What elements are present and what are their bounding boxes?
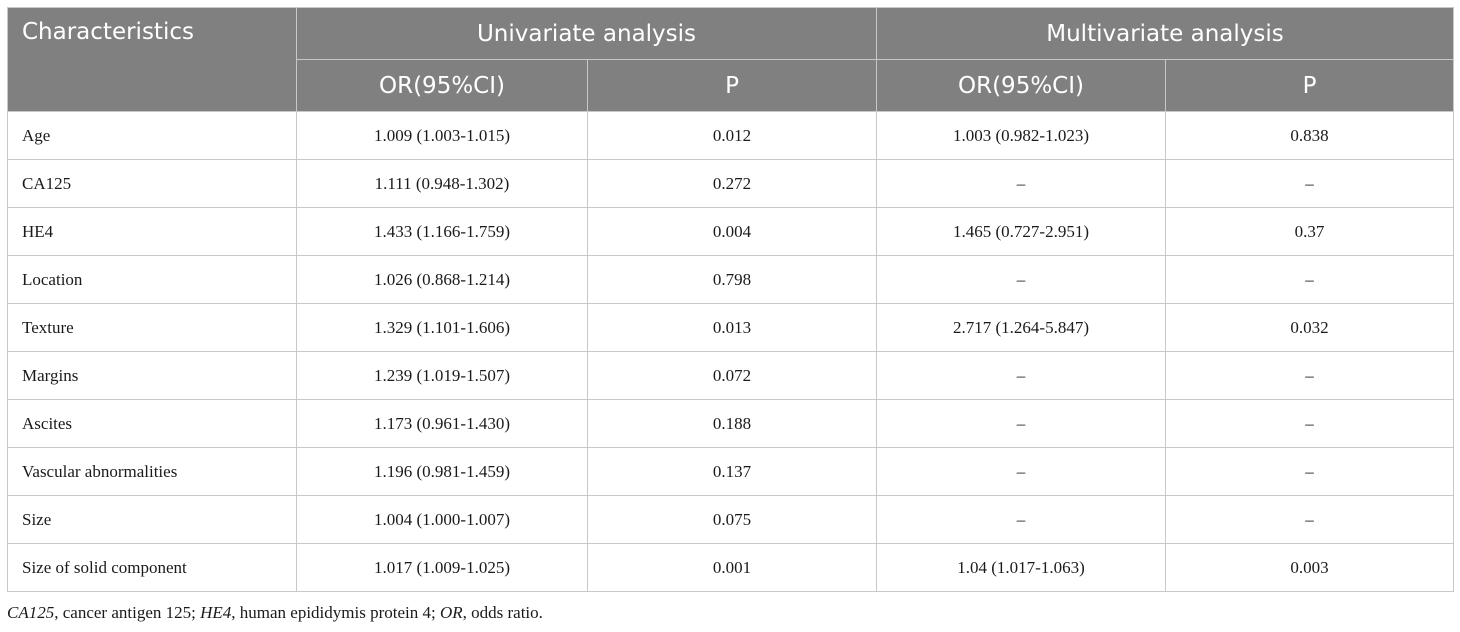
footnote-def-or: , odds ratio. [462, 603, 543, 622]
multivariate-p-cell: 0.838 [1165, 111, 1454, 160]
multivariate-or-cell: – [876, 399, 1166, 448]
univariate-or-cell: 1.111 (0.948-1.302) [296, 159, 588, 208]
table-header: Characteristics Univariate analysis Mult… [7, 7, 1454, 112]
univariate-or-cell: 1.026 (0.868-1.214) [296, 255, 588, 304]
univariate-p-cell: 0.072 [587, 351, 877, 400]
univariate-p-header: P [587, 59, 877, 112]
multivariate-or-cell: 1.465 (0.727-2.951) [876, 207, 1166, 256]
multivariate-or-cell: 1.04 (1.017-1.063) [876, 543, 1166, 592]
univariate-p-cell: 0.075 [587, 495, 877, 544]
univariate-p-cell: 0.272 [587, 159, 877, 208]
footnote-abbr-ca125: CA125 [7, 603, 55, 622]
results-table: Characteristics Univariate analysis Mult… [7, 7, 1454, 592]
univariate-p-cell: 0.188 [587, 399, 877, 448]
multivariate-p-cell: 0.003 [1165, 543, 1454, 592]
univariate-or-cell: 1.004 (1.000-1.007) [296, 495, 588, 544]
row-label: HE4 [7, 207, 297, 256]
footnote-def-ca125: , cancer antigen 125; [54, 603, 201, 622]
univariate-or-cell: 1.009 (1.003-1.015) [296, 111, 588, 160]
multivariate-or-cell: – [876, 447, 1166, 496]
multivariate-or-header: OR(95%CI) [876, 59, 1166, 112]
univariate-or-cell: 1.329 (1.101-1.606) [296, 303, 588, 352]
multivariate-p-cell: – [1165, 447, 1454, 496]
multivariate-header: Multivariate analysis [876, 7, 1454, 60]
table-row: Margins 1.239 (1.019-1.507) 0.072 – – [7, 351, 1454, 400]
multivariate-p-cell: – [1165, 399, 1454, 448]
row-label: CA125 [7, 159, 297, 208]
table-row: Vascular abnormalities 1.196 (0.981-1.45… [7, 447, 1454, 496]
multivariate-p-cell: 0.032 [1165, 303, 1454, 352]
footnote-abbr-he4: HE4 [200, 603, 232, 622]
table-row: Size 1.004 (1.000-1.007) 0.075 – – [7, 495, 1454, 544]
multivariate-p-cell: 0.37 [1165, 207, 1454, 256]
univariate-p-cell: 0.798 [587, 255, 877, 304]
table-row: CA125 1.111 (0.948-1.302) 0.272 – – [7, 159, 1454, 208]
univariate-header: Univariate analysis [296, 7, 877, 60]
univariate-p-cell: 0.004 [587, 207, 877, 256]
characteristics-header: Characteristics [7, 7, 297, 112]
row-label: Location [7, 255, 297, 304]
row-label: Size [7, 495, 297, 544]
footnote-abbr-or: OR [439, 603, 463, 622]
row-label: Margins [7, 351, 297, 400]
table-row: HE4 1.433 (1.166-1.759) 0.004 1.465 (0.7… [7, 207, 1454, 256]
univariate-or-header: OR(95%CI) [296, 59, 588, 112]
multivariate-or-cell: 2.717 (1.264-5.847) [876, 303, 1166, 352]
row-label: Age [7, 111, 297, 160]
table-row: Location 1.026 (0.868-1.214) 0.798 – – [7, 255, 1454, 304]
multivariate-or-cell: 1.003 (0.982-1.023) [876, 111, 1166, 160]
table-row: Age 1.009 (1.003-1.015) 0.012 1.003 (0.9… [7, 111, 1454, 160]
univariate-or-cell: 1.173 (0.961-1.430) [296, 399, 588, 448]
univariate-p-cell: 0.137 [587, 447, 877, 496]
table-body: Age 1.009 (1.003-1.015) 0.012 1.003 (0.9… [7, 111, 1454, 592]
univariate-or-cell: 1.196 (0.981-1.459) [296, 447, 588, 496]
table-row: Texture 1.329 (1.101-1.606) 0.013 2.717 … [7, 303, 1454, 352]
univariate-p-cell: 0.012 [587, 111, 877, 160]
multivariate-or-cell: – [876, 351, 1166, 400]
multivariate-p-cell: – [1165, 495, 1454, 544]
multivariate-p-cell: – [1165, 351, 1454, 400]
multivariate-or-cell: – [876, 255, 1166, 304]
multivariate-or-cell: – [876, 495, 1166, 544]
multivariate-or-cell: – [876, 159, 1166, 208]
table-row: Size of solid component 1.017 (1.009-1.0… [7, 543, 1454, 592]
row-label: Vascular abnormalities [7, 447, 297, 496]
univariate-p-cell: 0.013 [587, 303, 877, 352]
multivariate-p-header: P [1165, 59, 1454, 112]
row-label: Texture [7, 303, 297, 352]
multivariate-p-cell: – [1165, 255, 1454, 304]
footnote-def-he4: , human epididymis protein 4; [231, 603, 440, 622]
row-label: Ascites [7, 399, 297, 448]
table-row: Ascites 1.173 (0.961-1.430) 0.188 – – [7, 399, 1454, 448]
univariate-p-cell: 0.001 [587, 543, 877, 592]
univariate-or-cell: 1.239 (1.019-1.507) [296, 351, 588, 400]
univariate-or-cell: 1.433 (1.166-1.759) [296, 207, 588, 256]
multivariate-p-cell: – [1165, 159, 1454, 208]
row-label: Size of solid component [7, 543, 297, 592]
table-footnote: CA125, cancer antigen 125; HE4, human ep… [7, 603, 543, 623]
univariate-or-cell: 1.017 (1.009-1.025) [296, 543, 588, 592]
